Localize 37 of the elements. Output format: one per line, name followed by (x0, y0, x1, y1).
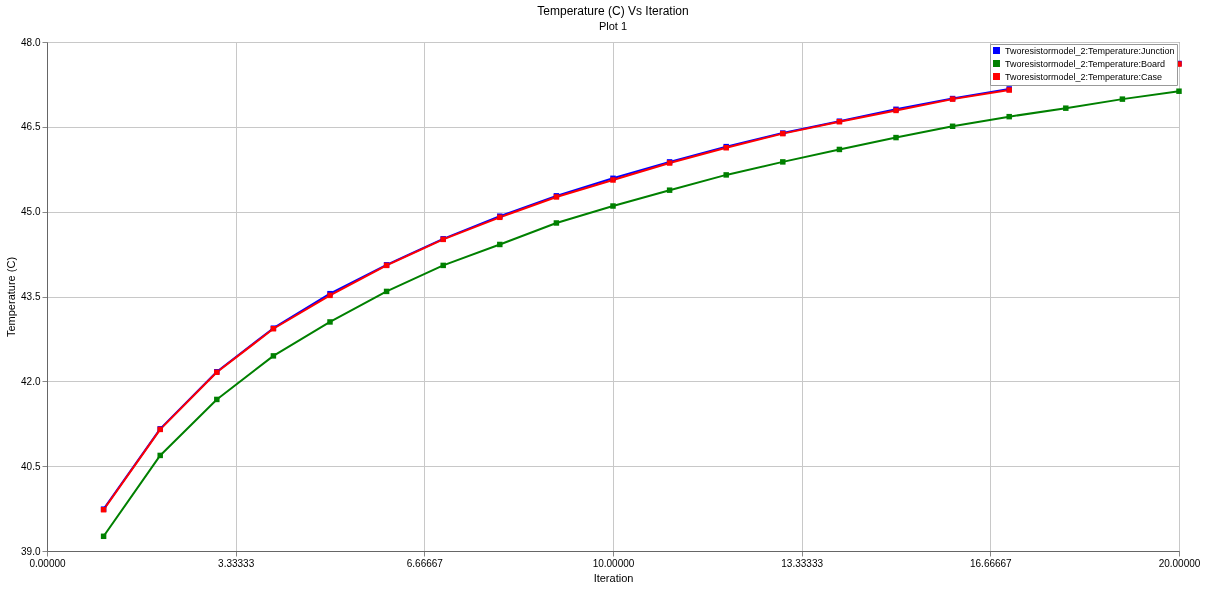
point (1176, 88, 1182, 94)
point (780, 159, 786, 165)
legend-label: Tworesistormodel_2:Temperature:Board (1005, 58, 1166, 69)
y-tick-label: 42.0 (21, 375, 41, 387)
y-tick-label: 48.0 (21, 36, 41, 48)
point (553, 220, 560, 226)
y-tick-label: 43.5 (21, 291, 41, 302)
y-tick-label: 45.0 (21, 206, 41, 218)
chart-title: Temperature (C) Vs Iteration (537, 4, 689, 18)
point (666, 187, 673, 193)
point (723, 172, 729, 178)
point (1119, 96, 1126, 102)
point (1006, 113, 1012, 120)
point (497, 241, 503, 248)
y-tick-label: 39.0 (21, 545, 41, 557)
text: Plot 1 (598, 20, 628, 32)
x-tick-label: 0.00000 (29, 557, 67, 569)
x-axis-title: Iteration (593, 571, 634, 584)
y-tick-label: 40.5 (21, 460, 41, 472)
x-tick-label: 20.00000 (1158, 557, 1201, 569)
x-tick-label: 6.66667 (406, 557, 444, 569)
x-tick-label: 3.33333 (218, 557, 255, 569)
y-axis-title: Temperature (C) (5, 256, 18, 338)
x-tick-label: 10.00000 (592, 557, 635, 569)
point (270, 353, 277, 359)
point (610, 203, 616, 209)
point (440, 262, 446, 269)
x-tick-label: 13.33333 (781, 557, 824, 569)
point (893, 134, 899, 141)
x-tick-label: 16.66667 (969, 557, 1013, 569)
point (157, 452, 163, 459)
y-tick-label: 46.5 (21, 121, 41, 133)
legend-label: Tworesistormodel_2:Temperature:Case (1005, 71, 1163, 82)
legend-label: Tworesistormodel_2:Temperature:Junction (1005, 45, 1175, 56)
point (214, 396, 220, 403)
point (327, 319, 333, 325)
point (1063, 105, 1069, 111)
